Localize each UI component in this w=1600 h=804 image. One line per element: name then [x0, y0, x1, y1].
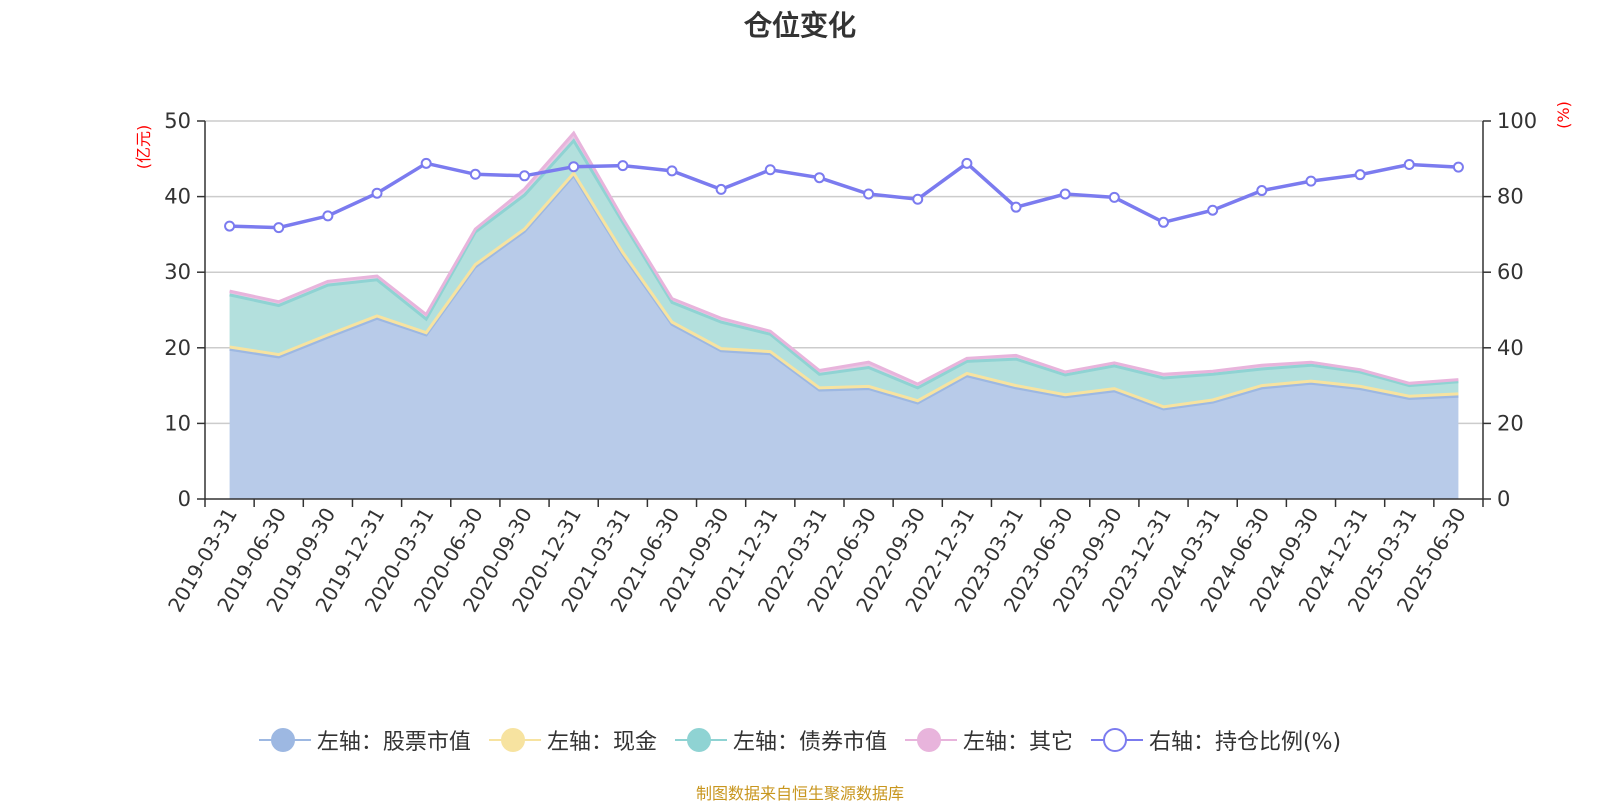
area-0 — [229, 175, 1459, 499]
ratio-point — [1354, 169, 1366, 181]
legend-label-bond: 左轴：债券市值 — [732, 730, 887, 755]
legend-swatch-cash — [488, 726, 541, 754]
ratio-point — [715, 183, 727, 195]
right-tick-label: 20 — [1497, 411, 1524, 435]
left-tick-label: 30 — [164, 260, 191, 284]
ratio-point — [1452, 161, 1464, 173]
legend-swatch-bond — [674, 726, 727, 754]
legend-item-cash[interactable]: 左轴：现金 — [488, 724, 657, 756]
ratio-point — [322, 210, 334, 222]
ratio-point — [519, 170, 530, 182]
legend-swatch-position-ratio — [1090, 726, 1143, 754]
right-tick-label: 60 — [1497, 260, 1524, 284]
left-tick-label: 20 — [164, 336, 191, 360]
ratio-point — [273, 222, 285, 234]
left-tick-label: 40 — [164, 185, 191, 209]
ratio-point — [617, 160, 629, 172]
ratio-point — [912, 193, 924, 205]
left-tick-label: 0 — [178, 487, 191, 511]
ratio-point — [863, 188, 875, 200]
ratio-point — [1256, 185, 1268, 197]
chart-title: 仓位变化 — [743, 9, 856, 42]
ratio-point — [469, 168, 481, 180]
legend-label-position-ratio: 右轴：持仓比例(%) — [1148, 730, 1342, 755]
left-tick-label: 50 — [164, 109, 191, 133]
area-line-3 — [229, 130, 1459, 386]
ratio-point — [1403, 158, 1415, 170]
chart-legend: 左轴：股票市值 左轴：现金 左轴：债券市值 左轴：其它 右轴：持仓比例(%) — [0, 722, 1600, 758]
right-tick-label: 0 — [1497, 487, 1510, 511]
ratio-point — [961, 157, 973, 169]
ratio-point — [1158, 216, 1169, 228]
left-tick-label: 10 — [164, 411, 191, 435]
ratio-point — [1108, 191, 1120, 203]
right-tick-label: 80 — [1497, 185, 1524, 209]
area-line-1 — [229, 170, 1459, 409]
ratio-point — [764, 164, 776, 176]
ratio-point — [813, 172, 825, 184]
right-tick-label: 40 — [1497, 336, 1524, 360]
legend-item-other[interactable]: 左轴：其它 — [904, 724, 1073, 756]
ratio-point — [1305, 175, 1317, 187]
right-axis-unit: (%) — [1554, 101, 1573, 129]
legend-swatch-other — [904, 726, 957, 754]
ratio-point — [666, 165, 678, 177]
ratio-point — [1010, 201, 1022, 213]
legend-item-stock[interactable]: 左轴：股票市值 — [258, 724, 471, 756]
ratio-point — [1207, 204, 1219, 216]
ratio-point — [420, 157, 432, 169]
ratio-point — [371, 187, 383, 199]
ratio-point — [1059, 188, 1071, 200]
ratio-line — [229, 161, 1459, 230]
legend-label-cash: 左轴：现金 — [546, 730, 657, 755]
legend-label-stock: 左轴：股票市值 — [316, 730, 471, 755]
area-2 — [229, 140, 1459, 407]
right-tick-label: 100 — [1497, 109, 1537, 133]
ratio-point — [224, 220, 236, 232]
legend-label-other: 左轴：其它 — [962, 730, 1073, 755]
left-axis-unit: (亿元) — [134, 125, 153, 170]
data-source-note: 制图数据来自恒生聚源数据库 — [695, 784, 904, 803]
ratio-point — [568, 161, 580, 173]
legend-item-position-ratio[interactable]: 右轴：持仓比例(%) — [1090, 724, 1342, 756]
area-line-2 — [229, 138, 1459, 390]
legend-item-bond[interactable]: 左轴：债券市值 — [674, 724, 887, 756]
legend-swatch-stock — [258, 726, 311, 754]
